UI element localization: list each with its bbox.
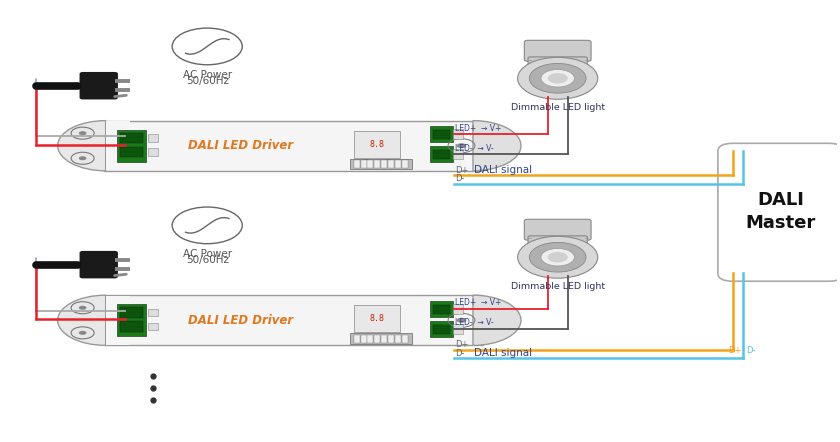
Text: 50/60Hz: 50/60Hz	[186, 255, 228, 265]
FancyBboxPatch shape	[388, 160, 394, 168]
FancyBboxPatch shape	[375, 160, 381, 168]
FancyBboxPatch shape	[148, 323, 158, 330]
FancyBboxPatch shape	[106, 122, 129, 170]
Text: 50/60Hz: 50/60Hz	[186, 76, 228, 86]
FancyBboxPatch shape	[453, 324, 463, 334]
FancyBboxPatch shape	[528, 236, 587, 255]
FancyBboxPatch shape	[354, 335, 360, 343]
FancyBboxPatch shape	[80, 72, 118, 99]
FancyBboxPatch shape	[367, 335, 374, 343]
Text: LED-  → V-: LED- → V-	[455, 144, 494, 153]
FancyBboxPatch shape	[429, 301, 453, 317]
FancyBboxPatch shape	[395, 160, 401, 168]
FancyBboxPatch shape	[350, 159, 412, 169]
Text: D+: D+	[728, 346, 741, 355]
Circle shape	[517, 236, 598, 278]
Circle shape	[79, 156, 87, 160]
Text: Dimmable LED light: Dimmable LED light	[511, 103, 605, 112]
FancyBboxPatch shape	[148, 148, 158, 156]
Circle shape	[79, 131, 87, 135]
FancyBboxPatch shape	[350, 333, 412, 344]
FancyBboxPatch shape	[148, 309, 158, 316]
Text: D-: D-	[455, 349, 465, 358]
FancyBboxPatch shape	[524, 40, 591, 61]
Wedge shape	[473, 295, 521, 345]
Text: 8.8: 8.8	[370, 140, 385, 149]
Circle shape	[457, 143, 466, 148]
FancyBboxPatch shape	[433, 130, 449, 139]
FancyBboxPatch shape	[388, 335, 394, 343]
Circle shape	[541, 69, 575, 87]
Text: DALI signal: DALI signal	[475, 348, 533, 358]
FancyBboxPatch shape	[429, 321, 453, 337]
Circle shape	[529, 242, 586, 272]
Circle shape	[381, 160, 395, 167]
Text: Master: Master	[746, 214, 816, 232]
FancyBboxPatch shape	[453, 129, 463, 139]
FancyBboxPatch shape	[433, 150, 449, 159]
Text: Dimmable LED light: Dimmable LED light	[511, 282, 605, 291]
FancyBboxPatch shape	[429, 126, 453, 142]
Text: DALI LED Driver: DALI LED Driver	[188, 139, 293, 152]
Text: D-: D-	[747, 346, 756, 355]
Circle shape	[381, 334, 395, 341]
Wedge shape	[473, 121, 521, 171]
Text: DALI LED Driver: DALI LED Driver	[188, 314, 293, 327]
FancyBboxPatch shape	[80, 251, 118, 278]
FancyBboxPatch shape	[453, 149, 463, 159]
Circle shape	[548, 252, 568, 263]
FancyBboxPatch shape	[360, 160, 366, 168]
Wedge shape	[58, 121, 106, 171]
FancyBboxPatch shape	[381, 160, 387, 168]
Text: AC Power: AC Power	[182, 249, 232, 259]
FancyBboxPatch shape	[148, 134, 158, 142]
Text: D-: D-	[455, 174, 465, 183]
FancyBboxPatch shape	[120, 147, 143, 157]
FancyBboxPatch shape	[120, 133, 143, 143]
Circle shape	[360, 334, 373, 341]
FancyBboxPatch shape	[718, 143, 840, 281]
FancyBboxPatch shape	[381, 335, 387, 343]
Wedge shape	[58, 295, 106, 345]
Text: LED+  → V+: LED+ → V+	[455, 298, 501, 307]
Circle shape	[541, 248, 575, 266]
FancyBboxPatch shape	[354, 160, 360, 168]
Text: D+: D+	[455, 340, 469, 349]
Circle shape	[548, 73, 568, 84]
FancyBboxPatch shape	[367, 160, 374, 168]
FancyBboxPatch shape	[354, 305, 401, 332]
FancyBboxPatch shape	[433, 305, 449, 314]
FancyBboxPatch shape	[375, 335, 381, 343]
Circle shape	[79, 306, 87, 310]
FancyBboxPatch shape	[104, 295, 483, 345]
Circle shape	[79, 331, 87, 335]
Text: D+: D+	[455, 166, 469, 175]
FancyBboxPatch shape	[524, 219, 591, 240]
Text: DALI: DALI	[758, 191, 805, 209]
Circle shape	[360, 160, 373, 167]
FancyBboxPatch shape	[120, 307, 143, 318]
FancyBboxPatch shape	[402, 160, 407, 168]
Text: LED-  → V-: LED- → V-	[455, 318, 494, 328]
Text: AC Power: AC Power	[182, 70, 232, 80]
FancyBboxPatch shape	[453, 304, 463, 314]
FancyBboxPatch shape	[354, 131, 401, 158]
FancyBboxPatch shape	[106, 296, 129, 344]
Circle shape	[457, 318, 466, 323]
Text: LED+  → V+: LED+ → V+	[455, 124, 501, 133]
FancyBboxPatch shape	[360, 335, 366, 343]
FancyBboxPatch shape	[402, 335, 407, 343]
FancyBboxPatch shape	[118, 130, 146, 162]
FancyBboxPatch shape	[118, 304, 146, 336]
Text: DALI signal: DALI signal	[475, 164, 533, 175]
Circle shape	[517, 57, 598, 99]
FancyBboxPatch shape	[104, 121, 483, 171]
Circle shape	[529, 64, 586, 93]
FancyBboxPatch shape	[528, 57, 587, 76]
Text: 8.8: 8.8	[370, 314, 385, 323]
FancyBboxPatch shape	[429, 146, 453, 162]
FancyBboxPatch shape	[433, 324, 449, 334]
FancyBboxPatch shape	[395, 335, 401, 343]
FancyBboxPatch shape	[120, 321, 143, 332]
